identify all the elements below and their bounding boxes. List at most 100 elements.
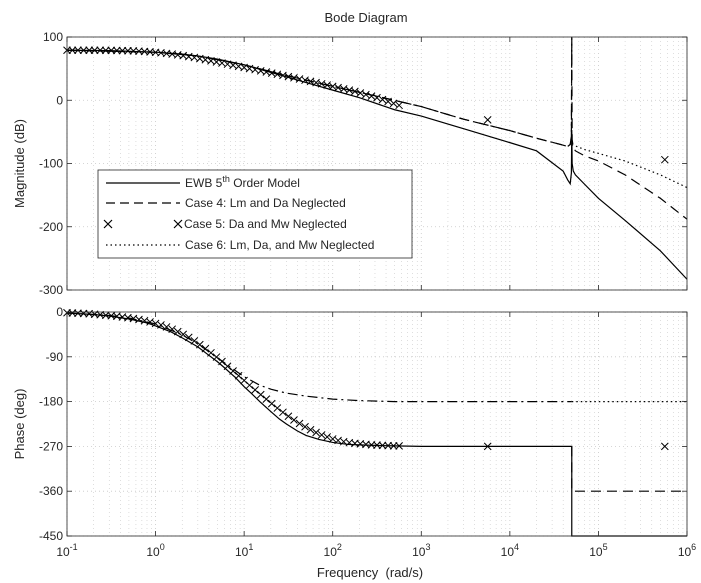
ph-y-tick-label: -180 — [39, 395, 63, 409]
legend-solid-label: EWB 5th Order Model — [185, 174, 300, 190]
x-tick-label: 103 — [412, 542, 430, 559]
ph-x-marker-point — [184, 333, 193, 342]
ph-x-marker-point — [201, 344, 210, 353]
ph-x-marker-point — [157, 321, 165, 329]
chart-title: Bode Diagram — [324, 10, 407, 25]
magnitude-y-label: Magnitude (dB) — [12, 119, 27, 208]
ph-y-tick-label: -450 — [39, 529, 63, 543]
mag-x-marker-point — [101, 46, 110, 55]
magnitude-series — [63, 36, 688, 280]
ph-x-marker-point — [146, 318, 154, 326]
mag-x-marker-point — [660, 155, 669, 164]
mag-x-marker-point — [483, 116, 492, 124]
magnitude-panel: 100 0 -100 -200 -300 Magnitude (dB) EWB 5th … — [12, 30, 688, 297]
mag-x-marker-point — [351, 87, 359, 96]
ph-dashed-series-line — [571, 446, 687, 492]
mag-x-marker-point — [356, 89, 365, 97]
mag-dotted-series-line — [571, 143, 688, 189]
mag-x-marker-point — [367, 92, 376, 100]
legend-dotted-text: Case 6: Lm, Da, and Mw Neglected — [185, 238, 374, 252]
mag-x-marker-point — [74, 46, 82, 55]
x-tick-base: 10 — [235, 545, 249, 559]
x-tick-exponent: 6 — [691, 542, 696, 552]
ph-x-marker-point — [312, 428, 320, 437]
x-tick-label: 100 — [146, 542, 164, 559]
ph-x-marker-point — [179, 330, 188, 339]
legend-solid-text-post: Order Model — [230, 176, 300, 190]
ph-x-marker-point — [251, 386, 259, 394]
x-tick-base: 10 — [146, 545, 160, 559]
ph-x-marker-point — [389, 442, 398, 450]
phase-y-ticks: 0 -90 -180 -270 -360 -450 — [39, 305, 687, 543]
ph-y-tick-label: -360 — [39, 484, 63, 498]
mag-x-marker-point — [79, 46, 88, 55]
ph-solid-series-line — [66, 312, 687, 537]
legend-entry-dotted: Case 6: Lm, Da, and Mw Neglected — [106, 238, 374, 252]
mag-x-marker-point — [373, 93, 381, 102]
mag-x-marker-point — [378, 95, 387, 104]
ph-x-marker-point — [168, 325, 177, 334]
x-tick-exponent: 4 — [514, 542, 519, 552]
ph-x-marker-point — [273, 404, 282, 412]
ph-y-tick-label: -90 — [46, 350, 64, 364]
legend-dashed-text: Case 4: Lm and Da Neglected — [185, 196, 346, 210]
ph-x-marker-point — [234, 371, 243, 380]
x-tick-exponent: 5 — [603, 542, 608, 552]
ph-x-marker-point — [284, 412, 293, 421]
mag-x-marker-point — [384, 97, 392, 106]
legend-dashed-label: Case 4: Lm and Da Neglected — [185, 196, 346, 210]
ph-y-tick-label: -270 — [39, 439, 63, 453]
legend-solid-sup: th — [222, 174, 230, 184]
legend-x-marker-left — [103, 219, 113, 229]
mag-y-tick-label: 0 — [56, 93, 63, 107]
ph-x-marker-point — [267, 399, 276, 408]
mag-x-marker-point — [96, 46, 105, 55]
mag-x-marker-point — [395, 101, 403, 110]
x-axis-ticks: 10-1 100 101 102 103 104 105 106 — [56, 37, 696, 559]
phase-series — [63, 308, 687, 537]
legend: EWB 5th Order Model Case 4: Lm and Da Ne… — [97, 169, 413, 259]
mag-x-marker-point — [85, 46, 94, 55]
x-tick-label: 105 — [589, 542, 607, 559]
x-tick-base: 10 — [56, 545, 70, 559]
phase-grid — [66, 311, 688, 537]
ph-x-marker-point — [660, 442, 669, 451]
legend-box — [97, 169, 413, 259]
ph-x-marker-point — [151, 319, 160, 328]
x-tick-label: 102 — [324, 542, 342, 559]
x-tick-label: 106 — [678, 542, 696, 559]
x-tick-exponent: 0 — [160, 542, 165, 552]
legend-x-marker-label: Case 5: Da and Mw Neglected — [184, 217, 347, 231]
ph-x-marker-point — [195, 340, 204, 349]
x-tick-exponent: 1 — [248, 542, 253, 552]
magnitude-axes-box — [66, 36, 688, 291]
ph-x-marker-point — [317, 431, 326, 439]
ph-x-marker-point — [262, 395, 271, 403]
x-tick-base: 10 — [324, 545, 338, 559]
mag-y-tick-label: -100 — [39, 157, 63, 171]
ph-x-marker-point — [229, 367, 237, 375]
ph-x-marker-point — [162, 323, 171, 331]
x-tick-exponent: -1 — [70, 542, 78, 552]
magnitude-y-ticks: 100 0 -100 -200 -300 — [39, 30, 687, 297]
mag-y-tick-label: -200 — [39, 220, 63, 234]
ph-x-marker-point — [323, 433, 332, 441]
ph-x-marker-point — [223, 362, 232, 371]
phase-y-label: Phase (deg) — [12, 389, 27, 460]
legend-entry-dashed: Case 4: Lm and Da Neglected — [106, 196, 346, 210]
x-tick-label: 10-1 — [56, 542, 77, 559]
phase-panel: 0 -90 -180 -270 -360 -450 Phase (deg) — [12, 305, 688, 543]
x-tick-base: 10 — [589, 545, 603, 559]
mag-x-marker-point — [107, 46, 116, 55]
mag-x-marker-point — [118, 46, 127, 55]
legend-x-marker-right — [173, 219, 183, 229]
x-tick-label: 101 — [235, 542, 253, 559]
mag-x-marker-point — [90, 46, 99, 55]
legend-solid-text-pre: EWB 5 — [185, 176, 223, 190]
ph-x-marker-point — [295, 419, 304, 428]
legend-x-marker-text: Case 5: Da and Mw Neglected — [184, 217, 347, 231]
x-tick-label: 104 — [501, 542, 519, 559]
ph-x-marker-point — [395, 442, 403, 450]
ph-x-marker-point — [212, 353, 221, 361]
